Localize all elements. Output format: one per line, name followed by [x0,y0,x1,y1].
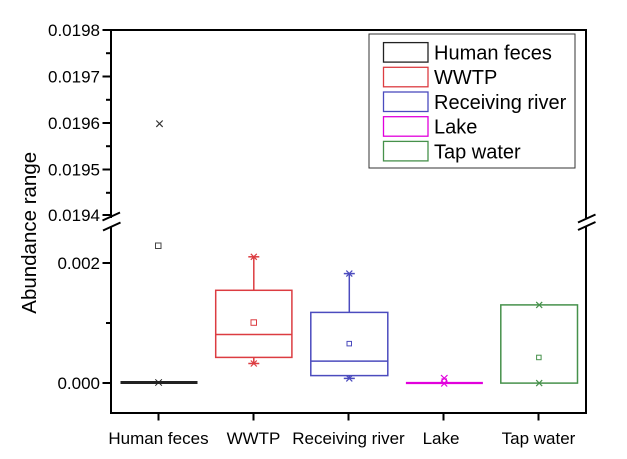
svg-text:Lake: Lake [423,429,460,448]
svg-text:0.0197: 0.0197 [48,68,100,87]
svg-text:Human feces: Human feces [108,429,208,448]
svg-text:WWTP: WWTP [434,67,497,89]
svg-text:Tap water: Tap water [434,141,521,163]
svg-text:Receiving river: Receiving river [292,429,405,448]
svg-text:0.002: 0.002 [57,254,100,273]
svg-text:Abundance range: Abundance range [18,152,41,314]
svg-text:0.000: 0.000 [57,374,100,393]
svg-text:0.0195: 0.0195 [48,161,100,180]
svg-text:0.0196: 0.0196 [48,114,100,133]
svg-text:0.0194: 0.0194 [48,206,100,225]
svg-text:Human feces: Human feces [434,43,552,65]
svg-text:0.0198: 0.0198 [48,21,100,40]
svg-text:WWTP: WWTP [227,429,281,448]
svg-text:Tap water: Tap water [502,429,576,448]
svg-text:Receiving river: Receiving river [434,92,567,114]
svg-text:Lake: Lake [434,117,477,139]
